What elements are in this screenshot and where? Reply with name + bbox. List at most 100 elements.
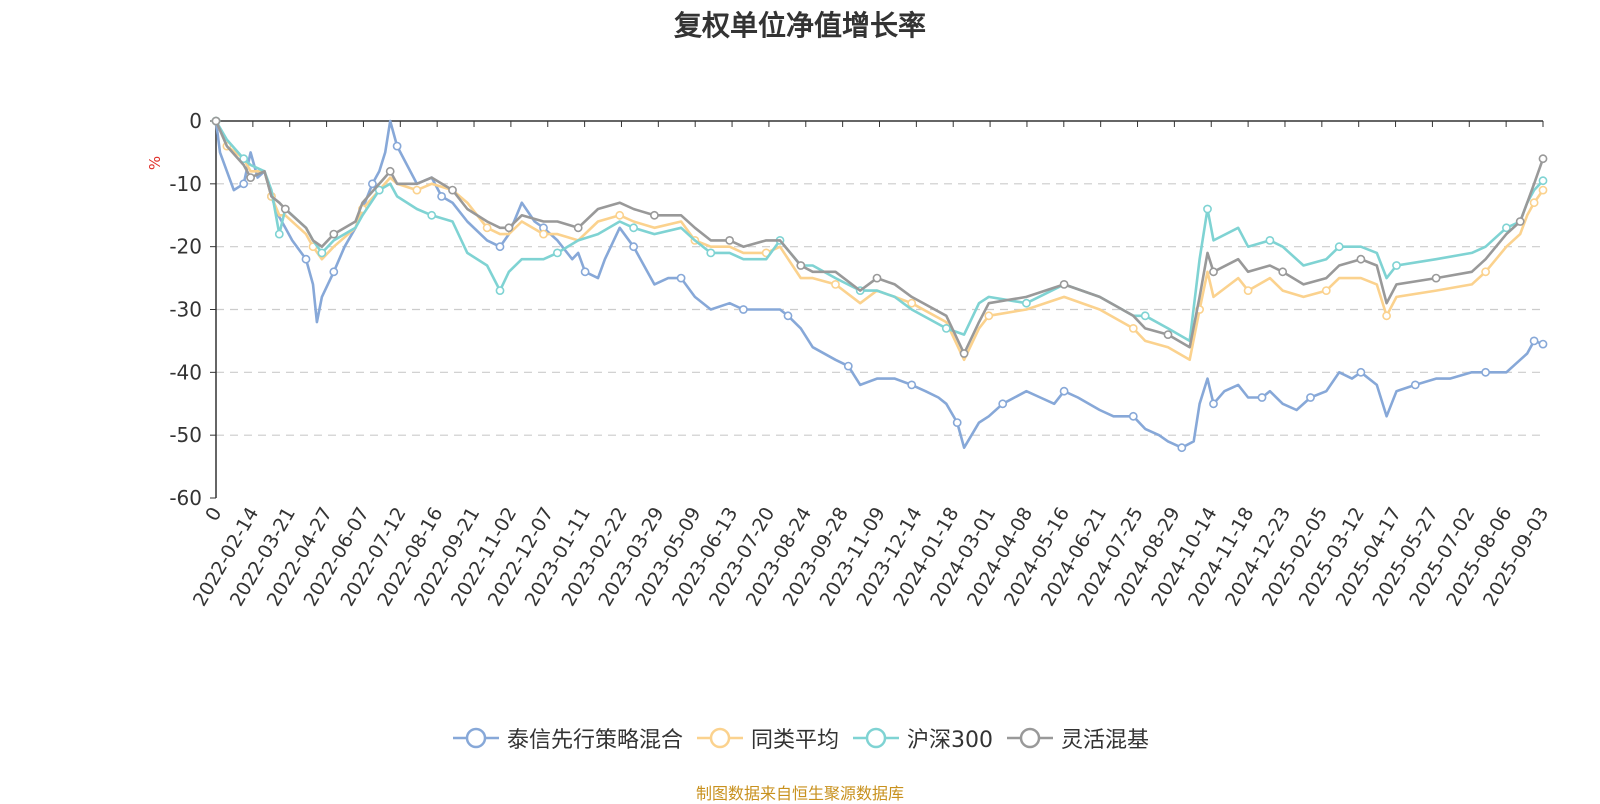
series-marker bbox=[1515, 217, 1525, 226]
series-marker bbox=[317, 248, 327, 258]
series-marker bbox=[941, 323, 951, 333]
series-marker bbox=[374, 185, 384, 195]
legend-label: 泰信先行策略混合 bbox=[506, 728, 683, 753]
chart-title: 复权单位净值增长率 bbox=[673, 9, 926, 42]
series-marker bbox=[1538, 185, 1548, 195]
series-marker bbox=[1538, 154, 1548, 164]
y-tick-label: -50 bbox=[169, 423, 202, 447]
series-marker bbox=[998, 399, 1008, 409]
legend-swatch bbox=[1007, 727, 1053, 749]
series-marker bbox=[706, 248, 716, 258]
series-marker bbox=[495, 242, 505, 252]
series-line bbox=[214, 120, 1545, 355]
series-marker bbox=[504, 223, 514, 233]
series-marker bbox=[872, 273, 882, 283]
series-marker bbox=[907, 298, 917, 308]
series-marker bbox=[629, 242, 638, 252]
series-marker bbox=[246, 173, 255, 182]
series-marker bbox=[1356, 254, 1366, 264]
series-marker bbox=[1243, 286, 1253, 295]
legend-label: 同类平均 bbox=[750, 728, 839, 753]
series-marker bbox=[280, 204, 290, 214]
series-marker bbox=[495, 286, 505, 295]
series-marker bbox=[1334, 242, 1344, 252]
series-marker bbox=[1481, 367, 1490, 377]
series-marker bbox=[843, 361, 853, 371]
series-marker bbox=[1529, 336, 1539, 346]
series-marker bbox=[1209, 399, 1218, 409]
legend-label: 灵活混基 bbox=[1061, 728, 1150, 753]
series-marker bbox=[301, 254, 311, 264]
series-marker bbox=[329, 267, 339, 277]
series-marker bbox=[1203, 204, 1212, 214]
series-marker bbox=[725, 235, 734, 245]
series-marker bbox=[1278, 267, 1288, 277]
series-marker bbox=[448, 185, 457, 195]
legend-item[interactable]: 沪深300 bbox=[851, 722, 993, 754]
series-marker bbox=[1321, 286, 1331, 295]
legend: 泰信先行策略混合 同类平均 沪深300 灵活混基 bbox=[0, 722, 1600, 756]
x-tick-label: 0 bbox=[201, 504, 226, 525]
legend-label: 沪深300 bbox=[907, 728, 993, 753]
series-marker bbox=[367, 179, 377, 189]
series-marker bbox=[1022, 298, 1031, 308]
series-marker bbox=[650, 210, 659, 220]
series-marker bbox=[239, 179, 249, 189]
y-tick-label: -40 bbox=[169, 360, 202, 384]
series-marker bbox=[1306, 393, 1315, 402]
series-marker bbox=[274, 229, 284, 239]
series-marker bbox=[1431, 273, 1441, 283]
series-marker bbox=[739, 305, 748, 314]
source-note: 制图数据来自恒生聚源数据库 bbox=[695, 784, 904, 803]
legend-item[interactable]: 泰信先行策略混合 bbox=[451, 722, 683, 754]
series-marker bbox=[907, 380, 917, 390]
series-marker bbox=[1128, 411, 1138, 421]
series-marker bbox=[783, 311, 793, 321]
series-marker bbox=[539, 229, 548, 239]
series-marker bbox=[1163, 330, 1173, 339]
series-marker bbox=[1382, 311, 1391, 321]
series-marker bbox=[1209, 267, 1218, 277]
series-marker bbox=[1529, 198, 1539, 208]
series-line bbox=[214, 120, 1545, 362]
y-tick-label: 0 bbox=[189, 109, 202, 133]
series-marker bbox=[385, 166, 395, 176]
legend-swatch bbox=[696, 727, 743, 749]
legend-item[interactable]: 灵活混基 bbox=[1005, 722, 1149, 754]
series-marker bbox=[1257, 393, 1267, 402]
legend-item[interactable]: 同类平均 bbox=[695, 722, 839, 754]
y-tick-label: -60 bbox=[169, 486, 202, 510]
series-marker bbox=[796, 261, 806, 270]
y-tick-label: -20 bbox=[169, 235, 202, 259]
series-marker bbox=[1481, 267, 1490, 277]
legend-swatch bbox=[452, 727, 499, 749]
series-marker bbox=[329, 229, 339, 239]
series-marker bbox=[482, 223, 492, 233]
series-marker bbox=[1128, 323, 1138, 333]
series-marker bbox=[1140, 311, 1150, 321]
legend-swatch bbox=[853, 727, 899, 749]
series-marker bbox=[1502, 223, 1511, 233]
series-marker bbox=[1059, 386, 1069, 396]
series-marker bbox=[1538, 339, 1548, 349]
series-marker bbox=[211, 116, 221, 126]
series-marker bbox=[1392, 261, 1401, 270]
series-marker bbox=[1538, 176, 1548, 186]
series-marker bbox=[1059, 279, 1069, 289]
series-marker bbox=[952, 418, 962, 427]
series-marker bbox=[392, 141, 402, 151]
series-line bbox=[214, 120, 1544, 343]
series-marker bbox=[412, 185, 422, 195]
y-tick-label: -10 bbox=[169, 172, 202, 196]
series-marker bbox=[1265, 235, 1275, 245]
series-marker bbox=[580, 267, 590, 277]
series-marker bbox=[573, 223, 583, 233]
series-marker bbox=[553, 248, 562, 258]
series-marker bbox=[959, 349, 969, 358]
series-marker bbox=[831, 279, 840, 289]
series-marker bbox=[427, 210, 437, 220]
series-marker bbox=[1356, 367, 1366, 377]
series-marker bbox=[1177, 443, 1187, 453]
series-marker bbox=[615, 210, 625, 220]
